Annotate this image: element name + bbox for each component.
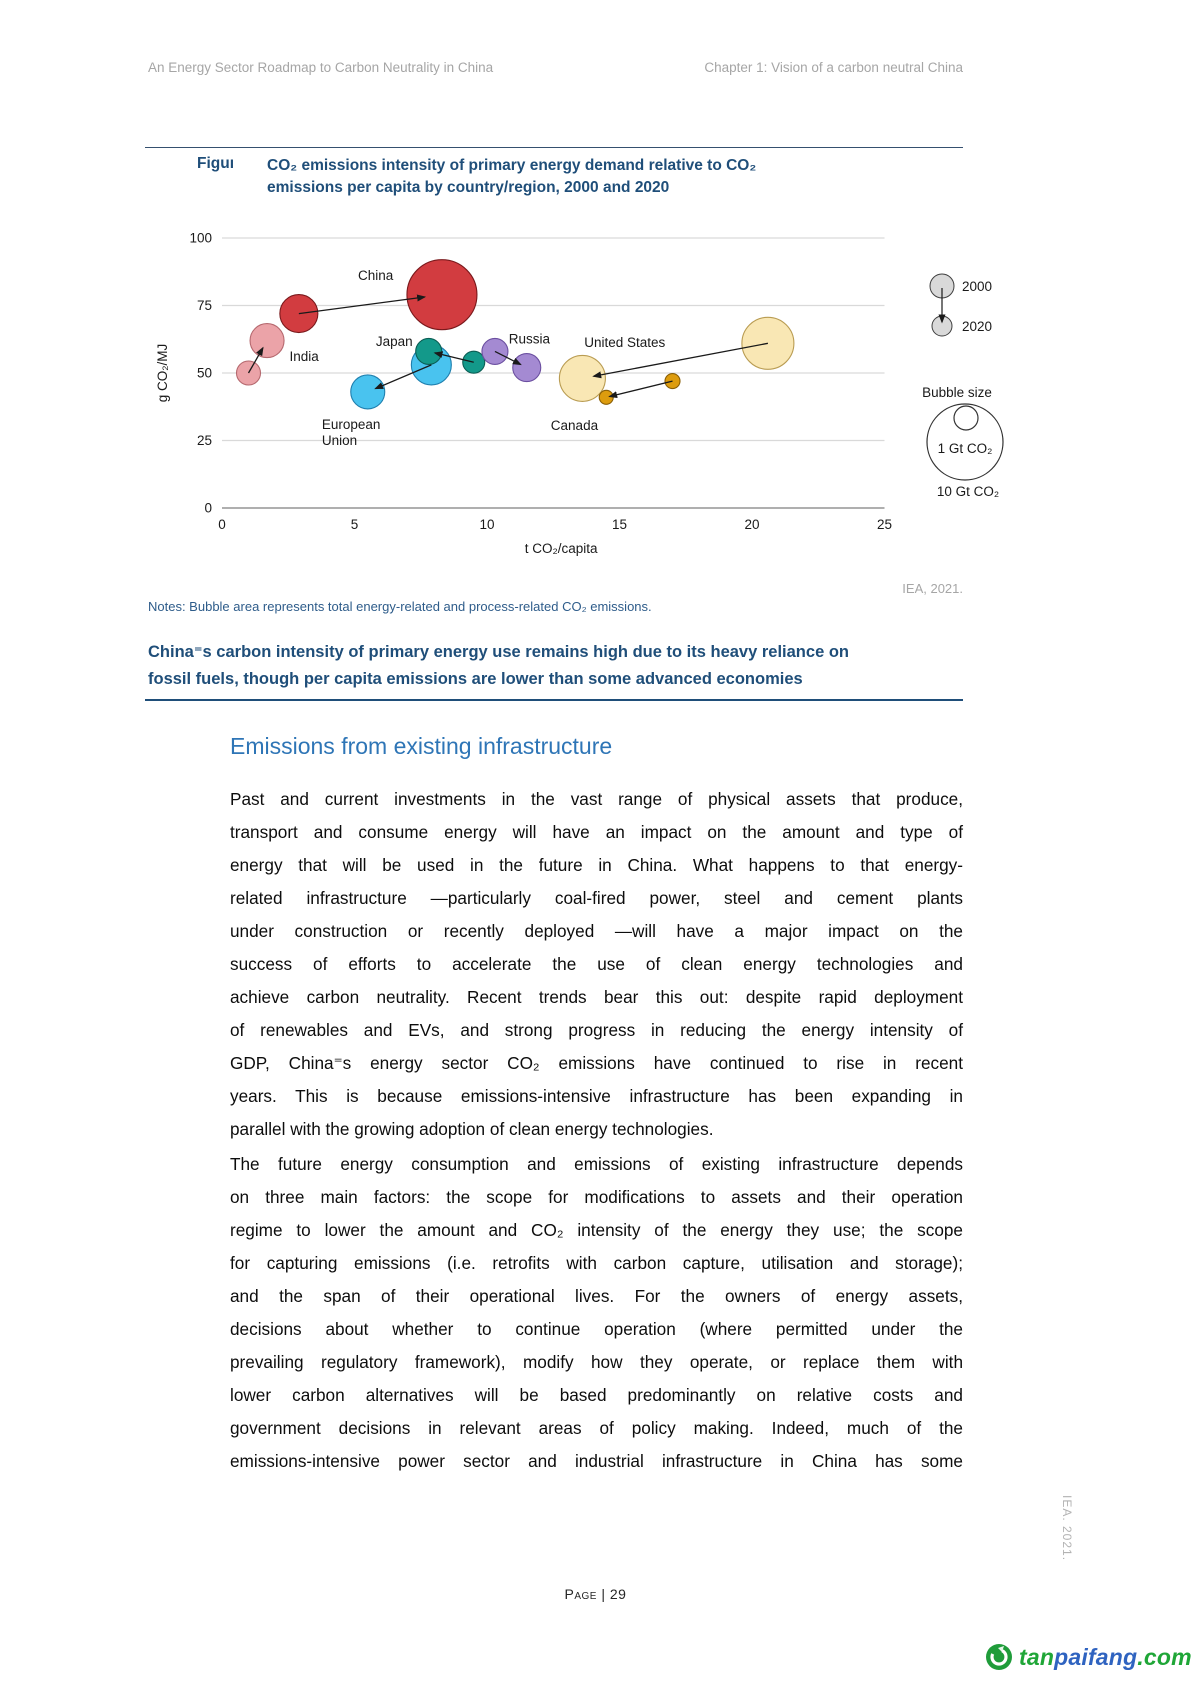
side-credit-vertical: IEA. 2021.	[1060, 1495, 1074, 1562]
logo-text-green1: tan	[1019, 1643, 1055, 1670]
svg-text:Russia: Russia	[509, 331, 551, 346]
svg-text:75: 75	[197, 298, 212, 313]
body-line: GDP, China⁼s energy sector CO₂ emissions…	[230, 1053, 963, 1073]
svg-text:Union: Union	[322, 433, 357, 448]
body-line: and the span of their operational lives.…	[230, 1286, 963, 1306]
key-message-line2: fossil fuels, though per capita emission…	[148, 670, 803, 688]
svg-text:United States: United States	[584, 335, 665, 350]
header-right: Chapter 1: Vision of a carbon neutral Ch…	[704, 60, 963, 75]
chart-source-credit: IEA, 2021.	[902, 581, 963, 596]
body-line: achieve carbon neutrality. Recent trends…	[230, 987, 963, 1007]
body-line: of renewables and EVs, and strong progre…	[230, 1020, 963, 1040]
body-line: government decisions in relevant areas o…	[230, 1418, 963, 1438]
figure-label: Figuı	[197, 155, 235, 172]
figure-title-line2: emissions per capita by country/region, …	[267, 179, 670, 196]
body-line: decisions about whether to continue oper…	[230, 1319, 963, 1339]
body-line: emissions-intensive power sector and ind…	[230, 1451, 963, 1471]
body-line: energy that will be used in the future i…	[230, 855, 963, 875]
svg-text:Japan: Japan	[376, 334, 413, 349]
figure-top-rule	[145, 147, 963, 148]
body-line: parallel with the growing adoption of cl…	[230, 1119, 714, 1139]
svg-text:15: 15	[612, 517, 627, 532]
logo-text-green2: .com	[1137, 1643, 1191, 1670]
figure-notes: Notes: Bubble area represents total ener…	[148, 599, 652, 614]
svg-text:India: India	[290, 349, 320, 364]
svg-text:25: 25	[197, 433, 212, 448]
chart-arrows	[247, 294, 769, 399]
svg-text:2020: 2020	[962, 319, 992, 334]
body-line: regime to lower the amount and CO₂ inten…	[230, 1220, 963, 1240]
svg-text:20: 20	[744, 517, 759, 532]
header-left: An Energy Sector Roadmap to Carbon Neutr…	[148, 60, 494, 75]
figure-title: CO₂ emissions intensity of primary energ…	[267, 155, 907, 199]
page-number: Page | 29	[564, 1586, 627, 1602]
svg-text:g CO₂/MJ: g CO₂/MJ	[155, 344, 170, 403]
chart-axis-labels: 0 25 50 75 100 0 5 10 15 20 25 g CO₂/MJ t CO₂/capita	[155, 231, 892, 557]
paragraph-2: The future energy consumption and emissi…	[230, 1148, 963, 1478]
body-line: prevailing regulatory framework), modify…	[230, 1352, 963, 1372]
logo-text-blue: paifang	[1054, 1643, 1138, 1670]
svg-text:t CO₂/capita: t CO₂/capita	[525, 541, 598, 556]
svg-text:Canada: Canada	[551, 418, 599, 433]
paragraph-1: Past and current investments in the vast…	[230, 783, 963, 1146]
svg-text:5: 5	[351, 517, 359, 532]
figure-key-message: China⁼s carbon intensity of primary ener…	[148, 639, 966, 693]
tanpaifang-leaf-icon	[986, 1644, 1012, 1670]
svg-text:100: 100	[189, 231, 212, 246]
svg-text:25: 25	[877, 517, 892, 532]
section-heading: Emissions from existing infrastructure	[230, 733, 613, 759]
chart-legend: 2000 2020 Bubble size 1 Gt CO₂ 10 Gt CO₂	[922, 273, 1004, 499]
svg-text:10 Gt CO₂: 10 Gt CO₂	[937, 484, 999, 499]
body-line: for capturing emissions (i.e. retrofits …	[230, 1253, 963, 1273]
body-line: The future energy consumption and emissi…	[230, 1154, 963, 1174]
svg-text:0: 0	[204, 501, 212, 516]
body-line: related infrastructure —particularly coa…	[230, 888, 963, 908]
svg-text:Bubble size: Bubble size	[922, 385, 992, 400]
body-line: under construction or recently deployed …	[230, 921, 963, 941]
watermark-logo: tanpaifang.com	[985, 1643, 1191, 1671]
tanpaifang-logo-text: tanpaifang.com	[1019, 1644, 1191, 1671]
key-message-line1: China⁼s carbon intensity of primary ener…	[148, 643, 849, 661]
body-line: years. This is because emissions-intensi…	[230, 1086, 963, 1106]
body-line: transport and consume energy will have a…	[230, 822, 963, 842]
bubble-chart: European Union United States Canada Japan Rus…	[145, 215, 1025, 560]
figure-bottom-rule	[145, 699, 963, 701]
chart-gridlines	[222, 237, 885, 509]
svg-text:0: 0	[218, 517, 226, 532]
body-line: lower carbon alternatives will be based …	[230, 1385, 963, 1405]
body-line: success of efforts to accelerate the use…	[230, 954, 963, 974]
svg-text:10: 10	[479, 517, 494, 532]
svg-text:European: European	[322, 417, 381, 432]
body-line: Past and current investments in the vast…	[230, 789, 963, 809]
figure-title-line1: CO₂ emissions intensity of primary energ…	[267, 157, 757, 174]
body-line: on three main factors: the scope for mod…	[230, 1187, 963, 1207]
svg-text:2000: 2000	[962, 279, 992, 294]
svg-text:50: 50	[197, 366, 212, 381]
svg-text:1 Gt CO₂: 1 Gt CO₂	[938, 441, 993, 456]
svg-text:China: China	[358, 268, 394, 283]
